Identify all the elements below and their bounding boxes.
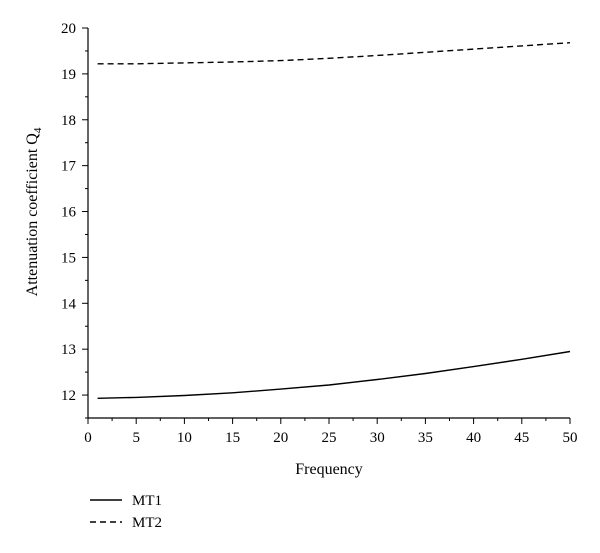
x-tick-label: 20	[273, 430, 288, 446]
y-axis-ticks: 12 13 14 15 16 17 18 19 20	[61, 21, 88, 419]
x-tick-label: 40	[466, 430, 481, 446]
y-tick-label: 15	[61, 250, 76, 266]
x-tick-label: 45	[514, 430, 529, 446]
y-tick-label: 17	[61, 159, 77, 175]
y-axis-title: Attenuation coefficient Q4	[24, 127, 44, 296]
x-tick-label: 50	[563, 430, 578, 446]
y-tick-label: 12	[61, 388, 76, 404]
y-tick-label: 16	[61, 205, 77, 221]
legend-label-mt1: MT1	[132, 493, 162, 509]
y-tick-label: 20	[61, 21, 76, 37]
y-axis-title-subscript: 4	[32, 127, 44, 133]
x-tick-label: 30	[370, 430, 385, 446]
y-tick-label: 18	[61, 113, 76, 129]
series-layer	[97, 42, 571, 399]
series-line-mt1	[97, 350, 571, 399]
x-tick-label: 5	[132, 430, 140, 446]
axes	[87, 28, 570, 419]
x-tick-label: 25	[322, 430, 337, 446]
y-tick-label: 19	[61, 67, 76, 83]
x-tick-label: 35	[418, 430, 433, 446]
x-axis-ticks: 0 5 10 15 20 25 30 35 40 45 50	[84, 418, 578, 446]
series-line-mt2	[97, 42, 571, 65]
x-tick-label: 15	[225, 430, 240, 446]
y-tick-label: 13	[61, 342, 76, 358]
x-tick-label: 10	[177, 430, 192, 446]
x-axis-title: Frequency	[295, 461, 363, 478]
legend-label-mt2: MT2	[132, 515, 162, 531]
y-axis-title-main: Attenuation coefficient Q	[24, 133, 41, 297]
y-tick-label: 14	[61, 296, 77, 312]
x-tick-label: 0	[84, 430, 92, 446]
